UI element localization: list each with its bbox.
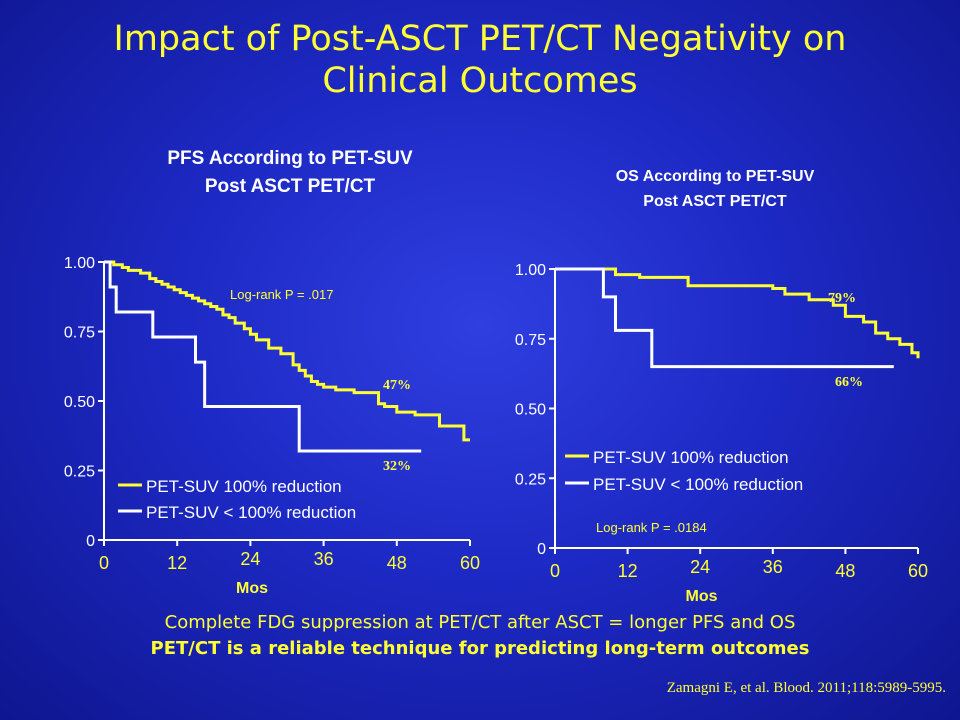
pfs-y-tick-label: 0.50 <box>64 394 95 411</box>
pfs-legend-label-0: PET-SUV 100% reduction <box>146 477 342 496</box>
slide-title-line1: Impact of Post-ASCT PET/CT Negativity on <box>113 19 847 59</box>
pfs-x-tick-label: 48 <box>387 553 407 573</box>
os-x-tick-label: 24 <box>690 557 710 577</box>
os-series-end-label-1: 66% <box>835 375 863 390</box>
pfs-chart-title-line2: Post ASCT PET/CT <box>204 176 376 197</box>
os-series-line-0 <box>555 267 920 359</box>
os-y-tick-label: 1.00 <box>515 262 546 279</box>
pfs-y-tick-label: 0.75 <box>64 325 95 342</box>
os-y-tick-label: 0 <box>537 541 546 558</box>
os-y-tick-label: 0.25 <box>515 471 546 488</box>
os-series-end-label-0: 79% <box>828 291 856 306</box>
os-x-tick-label: 0 <box>550 561 560 581</box>
pfs-x-axis-label: Mos <box>236 580 268 597</box>
footer-line1: Complete FDG suppression at PET/CT after… <box>164 612 796 633</box>
pfs-x-tick-label: 0 <box>99 553 109 573</box>
os-x-axis-label: Mos <box>686 588 718 605</box>
pfs-y-tick-label: 0.25 <box>64 464 95 481</box>
os-chart-title: OS According to PET-SUV Post ASCT PET/CT <box>480 164 950 214</box>
citation: Zamagni E, et al. Blood. 2011;118:5989-5… <box>666 680 946 696</box>
os-legend-label-1: PET-SUV < 100% reduction <box>593 475 803 494</box>
os-y-tick-label: 0.50 <box>515 402 546 419</box>
os-chart-title-line2: Post ASCT PET/CT <box>643 193 787 210</box>
os-y-tick-label: 0.75 <box>515 332 546 349</box>
slide-title: Impact of Post-ASCT PET/CT Negativity on… <box>0 18 960 102</box>
os-x-tick-label: 12 <box>618 561 638 581</box>
pfs-series-end-label-0: 47% <box>383 378 411 393</box>
pfs-y-tick-label: 0 <box>86 533 95 550</box>
os-chart-title-line1: OS According to PET-SUV <box>615 168 815 185</box>
os-x-tick-label: 48 <box>835 561 855 581</box>
slide-title-line2: Clinical Outcomes <box>322 61 638 101</box>
pfs-chart-title-line1: PFS According to PET-SUV <box>167 148 413 169</box>
pfs-series-line-1 <box>104 260 422 453</box>
pfs-series-end-label-1: 32% <box>383 459 411 474</box>
pfs-x-tick-label: 60 <box>460 553 480 573</box>
pfs-chart-title: PFS According to PET-SUV Post ASCT PET/C… <box>60 145 520 201</box>
os-series-line-1 <box>555 267 894 369</box>
pfs-annotation: Log-rank P = .017 <box>230 287 333 302</box>
pfs-x-tick-label: 24 <box>240 549 260 569</box>
os-x-tick-label: 36 <box>763 557 783 577</box>
pfs-x-tick-label: 36 <box>314 549 334 569</box>
pfs-x-tick-label: 12 <box>167 553 187 573</box>
os-legend-label-0: PET-SUV 100% reduction <box>593 448 789 467</box>
pfs-series-line-0 <box>104 260 470 442</box>
pfs-legend-label-1: PET-SUV < 100% reduction <box>146 503 356 522</box>
os-x-tick-label: 60 <box>908 561 928 581</box>
pfs-y-tick-label: 1.00 <box>64 255 95 272</box>
os-annotation: Log-rank P = .0184 <box>596 520 707 535</box>
footer-line2: PET/CT is a reliable technique for predi… <box>150 638 810 659</box>
